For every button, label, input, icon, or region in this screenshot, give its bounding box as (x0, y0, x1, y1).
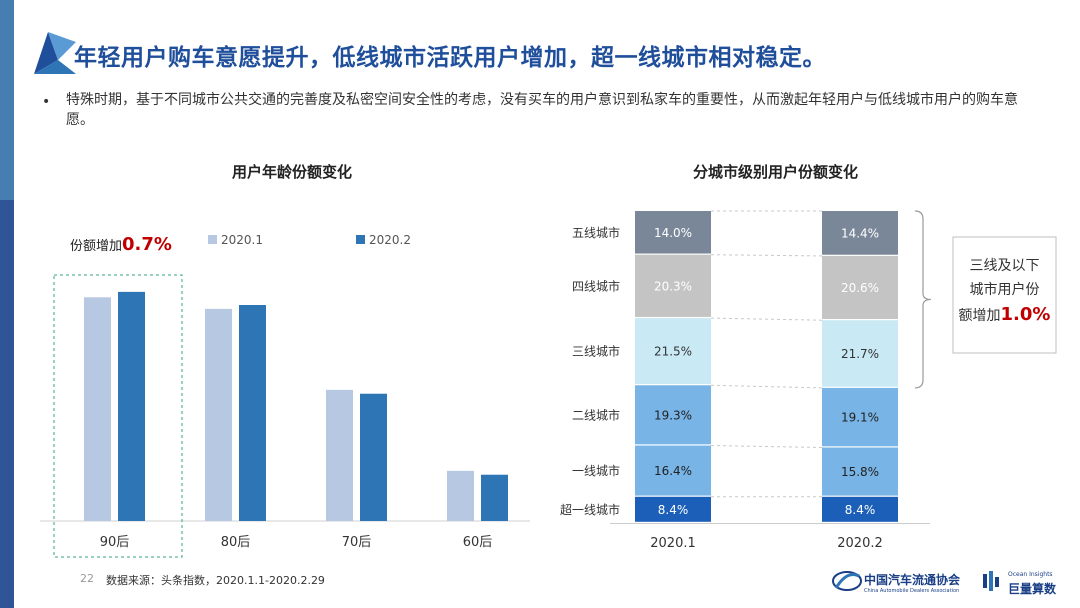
x-tick-label: 2020.1 (650, 536, 696, 551)
segment-label: 8.4% (658, 503, 689, 517)
segment-2020.2-三线城市 (822, 320, 898, 387)
segment-2020.2-四线城市 (822, 255, 898, 319)
segment-2020.1-一线城市 (635, 445, 711, 496)
bar-60后-2020.1 (447, 470, 474, 521)
bracket (914, 210, 932, 389)
segment-label: 20.3% (654, 279, 692, 293)
age-chart-title: 用户年龄份额变化 (232, 163, 353, 181)
segment-label: 14.0% (654, 226, 692, 240)
bar-60后-2020.2 (481, 474, 508, 521)
segment-label: 16.4% (654, 464, 692, 478)
segment-label: 8.4% (845, 503, 876, 517)
segment-label: 14.4% (841, 226, 879, 240)
ocean-insights-english: Ocean Insights (1008, 571, 1053, 578)
city-chart-title: 分城市级别用户份额变化 (693, 163, 859, 181)
segment-2020.1-三线城市 (635, 318, 711, 385)
highlight-box (53, 274, 183, 558)
bullet-text: 特殊时期，基于不同城市公共交通的完善度及私密空间安全性的考虑，没有买车的用户意识… (66, 92, 1018, 128)
segment-label: 19.3% (654, 408, 692, 422)
segment-2020.1-五线城市 (635, 211, 711, 254)
callout-line-3: 额增加1.0% (959, 304, 1051, 325)
category-label-三线城市: 三线城市 (572, 344, 620, 359)
segment-2020.2-五线城市 (822, 211, 898, 255)
x-tick-label: 60后 (463, 535, 493, 550)
segment-2020.1-超一线城市 (635, 496, 711, 522)
category-label-四线城市: 四线城市 (572, 278, 620, 293)
bar-80后-2020.2 (239, 305, 266, 521)
segment-2020.2-二线城市 (822, 387, 898, 447)
age-share-chart: 90后 80后 70后 60后 份额增加0.7% 2020.1 2020.2 (40, 233, 530, 558)
segment-2020.1-二线城市 (635, 385, 711, 445)
segment-label: 21.7% (841, 347, 879, 361)
city-share-chart: 8.4% 超一线城市 16.4% 一线城市 19.3% 二线城市 21.5% 三线城市 20.3… (560, 210, 1057, 551)
bar-70后-2020.1 (326, 389, 353, 521)
connector-line (710, 384, 823, 389)
data-source: 数据来源：头条指数，2020.1.1-2020.2.29 (106, 574, 325, 587)
category-label-五线城市: 五线城市 (572, 225, 620, 240)
left-accent-stripe-top (0, 0, 14, 200)
cada-logo-english: China Automobile Dealers Association (864, 588, 960, 594)
segment-2020.2-一线城市 (822, 447, 898, 496)
x-tick-label: 70后 (342, 535, 372, 550)
x-tick-label: 80后 (221, 535, 251, 550)
x-tick-label: 90后 (100, 535, 130, 550)
ocean-insights-name: 巨量算数 (1008, 582, 1057, 596)
segment-label: 21.5% (654, 345, 692, 359)
segment-label: 15.8% (841, 465, 879, 479)
bar-80后-2020.1 (205, 308, 232, 521)
legend-swatch-2020.1 (208, 235, 217, 244)
page-title: 年轻用户购车意愿提升，低线城市活跃用户增加，超一线城市相对稳定。 (74, 45, 826, 71)
legend-label-2020.1: 2020.1 (221, 233, 263, 247)
ocean-insights-logo-icon (983, 571, 999, 591)
bar-90后-2020.2 (118, 291, 145, 521)
category-label-超一线城市: 超一线城市 (560, 502, 620, 517)
cada-logo-name: 中国汽车流通协会 (864, 573, 961, 587)
connector-line (710, 445, 823, 448)
page-number: 22 (80, 572, 94, 585)
callout-line-2: 城市用户份 (970, 281, 1040, 298)
legend-label-2020.2: 2020.2 (369, 233, 411, 247)
connector-line (710, 317, 823, 321)
header-logo-icon (34, 32, 76, 74)
segment-label: 19.1% (841, 411, 879, 425)
bullet-marker: • (42, 94, 51, 110)
segment-label: 20.6% (841, 281, 879, 295)
callout-box (952, 236, 1057, 354)
bar-90后-2020.1 (84, 297, 111, 521)
legend-swatch-2020.2 (356, 235, 365, 244)
category-label-一线城市: 一线城市 (572, 463, 620, 478)
category-label-二线城市: 二线城市 (572, 407, 620, 422)
x-tick-label: 2020.2 (837, 536, 883, 551)
bar-70后-2020.2 (360, 393, 387, 521)
segment-2020.2-超一线城市 (822, 496, 898, 522)
connector-line (710, 254, 823, 257)
callout-line-1: 三线及以下 (970, 258, 1040, 274)
cada-logo-icon (832, 571, 862, 591)
share-increase-annotation: 份额增加0.7% (70, 234, 172, 255)
segment-2020.1-四线城市 (635, 254, 711, 317)
